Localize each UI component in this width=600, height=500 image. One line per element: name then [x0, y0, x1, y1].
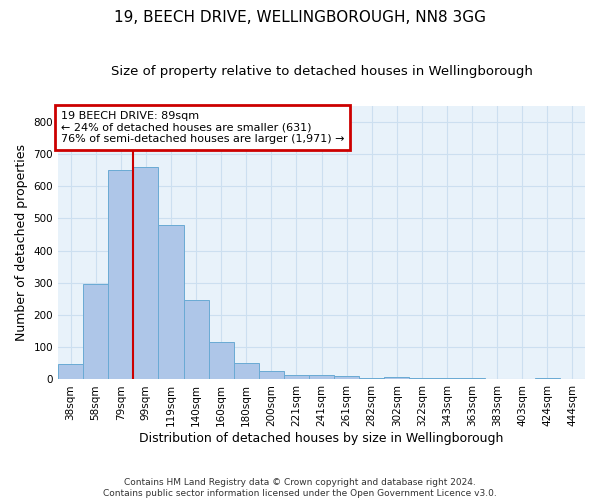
Bar: [510, 379, 535, 380]
Bar: [58, 364, 83, 380]
Bar: [284, 374, 309, 380]
Text: Contains HM Land Registry data © Crown copyright and database right 2024.
Contai: Contains HM Land Registry data © Crown c…: [103, 478, 497, 498]
Bar: [359, 378, 384, 380]
Bar: [309, 375, 334, 380]
Bar: [108, 170, 133, 380]
Bar: [209, 342, 233, 380]
Bar: [184, 300, 209, 380]
Bar: [485, 379, 510, 380]
Bar: [560, 379, 585, 380]
Bar: [233, 362, 259, 380]
Text: 19 BEECH DRIVE: 89sqm
← 24% of detached houses are smaller (631)
76% of semi-det: 19 BEECH DRIVE: 89sqm ← 24% of detached …: [61, 111, 344, 144]
Bar: [133, 167, 158, 380]
Y-axis label: Number of detached properties: Number of detached properties: [15, 144, 28, 341]
Bar: [460, 378, 485, 380]
Text: 19, BEECH DRIVE, WELLINGBOROUGH, NN8 3GG: 19, BEECH DRIVE, WELLINGBOROUGH, NN8 3GG: [114, 10, 486, 25]
Bar: [384, 377, 409, 380]
Bar: [158, 226, 184, 380]
X-axis label: Distribution of detached houses by size in Wellingborough: Distribution of detached houses by size …: [139, 432, 504, 445]
Bar: [434, 378, 460, 380]
Bar: [334, 376, 359, 380]
Bar: [535, 378, 560, 380]
Title: Size of property relative to detached houses in Wellingborough: Size of property relative to detached ho…: [110, 65, 532, 78]
Bar: [409, 378, 434, 380]
Bar: [83, 284, 108, 380]
Bar: [259, 371, 284, 380]
